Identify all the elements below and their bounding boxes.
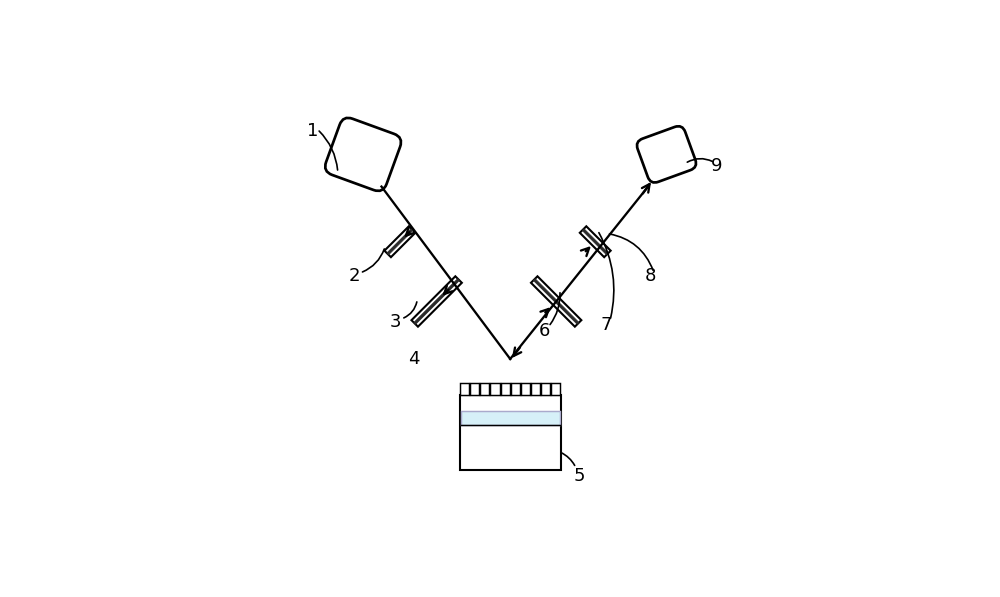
- Polygon shape: [580, 226, 611, 257]
- Polygon shape: [541, 383, 550, 395]
- Polygon shape: [460, 383, 469, 395]
- Polygon shape: [460, 395, 561, 470]
- Text: 8: 8: [645, 267, 656, 285]
- Polygon shape: [551, 383, 560, 395]
- Polygon shape: [501, 383, 510, 395]
- Text: 5: 5: [573, 467, 585, 485]
- Text: 2: 2: [348, 267, 360, 285]
- Text: 1: 1: [307, 122, 318, 140]
- Text: 6: 6: [539, 322, 550, 340]
- Polygon shape: [384, 226, 415, 257]
- FancyBboxPatch shape: [637, 126, 696, 183]
- Polygon shape: [411, 276, 462, 327]
- Polygon shape: [533, 279, 579, 324]
- Polygon shape: [461, 411, 560, 425]
- Polygon shape: [531, 276, 581, 327]
- Polygon shape: [531, 383, 540, 395]
- Polygon shape: [480, 383, 489, 395]
- Text: 3: 3: [390, 313, 401, 331]
- Text: 7: 7: [601, 316, 612, 334]
- Polygon shape: [490, 383, 500, 395]
- Polygon shape: [521, 383, 530, 395]
- Polygon shape: [414, 279, 460, 324]
- Polygon shape: [511, 383, 520, 395]
- Polygon shape: [582, 229, 608, 255]
- FancyBboxPatch shape: [325, 118, 401, 191]
- Polygon shape: [470, 383, 479, 395]
- Text: 4: 4: [408, 350, 419, 368]
- Text: 9: 9: [711, 157, 723, 175]
- Polygon shape: [387, 229, 413, 255]
